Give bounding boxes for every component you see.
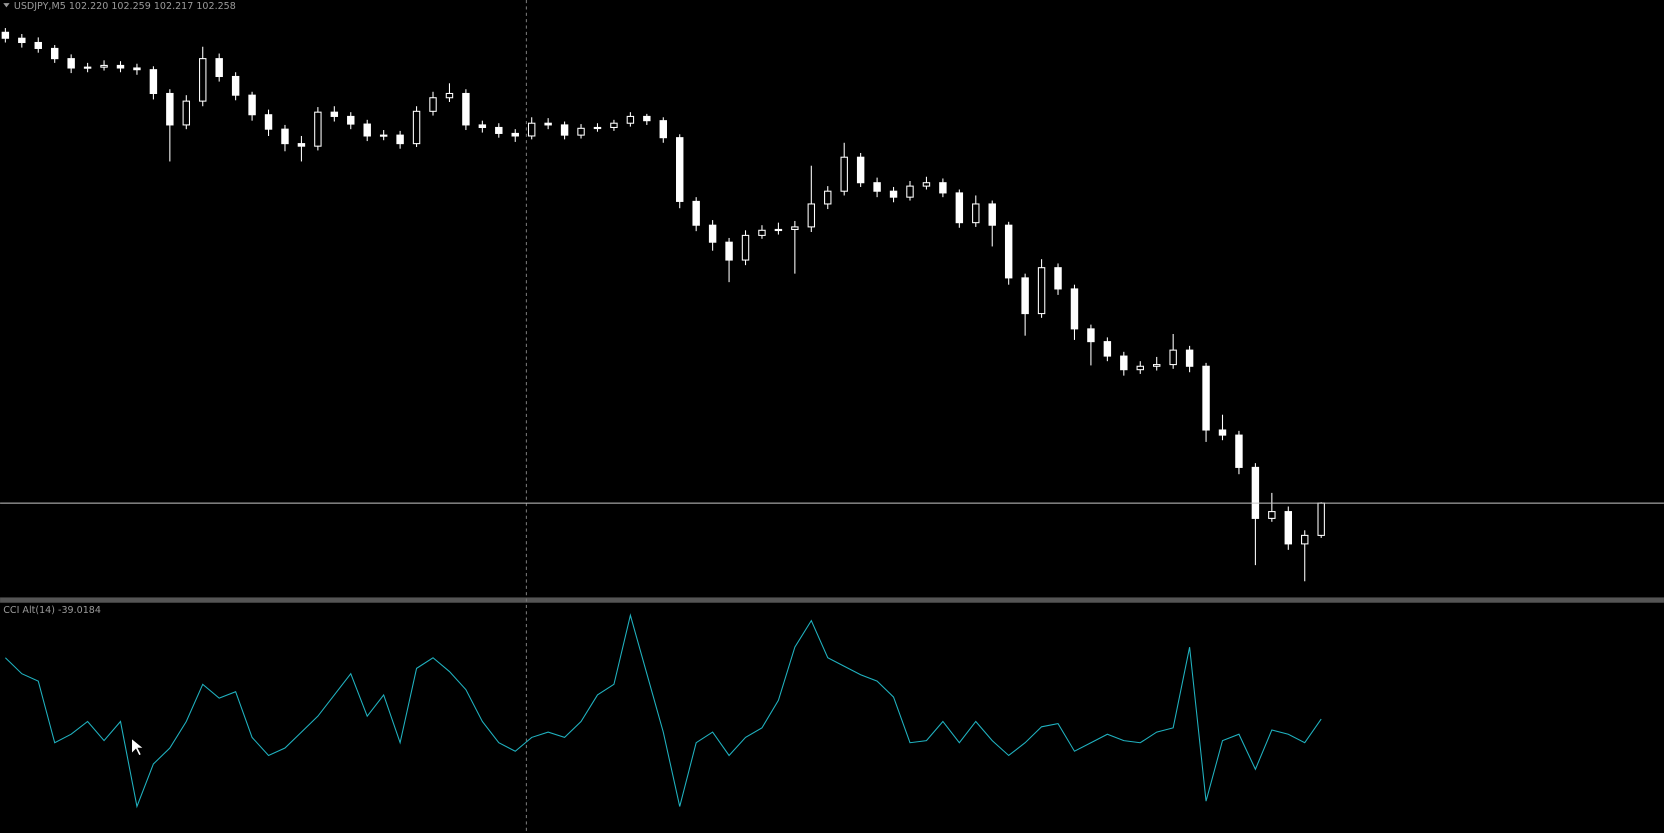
candle-body <box>199 58 207 102</box>
candle-body <box>1301 534 1309 545</box>
candle-body <box>511 132 519 137</box>
candle-body <box>396 134 404 145</box>
candle-body <box>231 75 240 96</box>
candle-body <box>1185 349 1194 367</box>
candle-body <box>330 111 339 117</box>
candle-body <box>1268 511 1276 519</box>
candle-body <box>889 190 898 198</box>
candle-body <box>939 182 947 194</box>
candle-body <box>215 58 223 78</box>
candle-body <box>133 67 141 71</box>
indicator-line <box>4 613 1322 809</box>
candle-body <box>34 41 42 49</box>
candle-body <box>412 110 421 145</box>
candle-body <box>1054 267 1062 290</box>
candle-body <box>116 64 125 69</box>
candle-body <box>1120 355 1128 371</box>
candle-body <box>725 241 733 261</box>
pane-separator <box>0 597 1664 603</box>
chart-title: USDJPY,M5 102.220 102.259 102.217 102.25… <box>14 1 236 12</box>
mouse-cursor <box>131 737 145 757</box>
candle-body <box>1 31 10 39</box>
candle-body <box>314 111 322 147</box>
candle-body <box>429 97 437 112</box>
candle-body <box>18 37 26 44</box>
candle-body <box>281 128 289 145</box>
candle-body <box>166 92 174 126</box>
candle-body <box>83 66 92 69</box>
candle-body <box>1070 288 1079 330</box>
candle-body <box>1136 365 1144 371</box>
candle-body <box>1317 502 1325 536</box>
candle-body <box>840 156 848 192</box>
indicator-value: -39.0184 <box>58 605 101 616</box>
candle-body <box>544 122 552 126</box>
candle-body <box>379 134 388 137</box>
candle-body <box>659 120 667 139</box>
indicator-title: CCI Alt(14) -39.0184 <box>3 605 101 616</box>
candle-body <box>495 126 503 134</box>
candle-body <box>708 224 717 243</box>
candle-body <box>527 122 536 137</box>
candle-body <box>67 58 75 69</box>
candle-body <box>873 182 881 192</box>
candle-body <box>988 203 996 226</box>
candle-body <box>363 123 371 137</box>
candle-body <box>791 226 799 230</box>
candle-body <box>1021 277 1029 315</box>
indicator-name: CCI Alt(14) <box>3 605 55 616</box>
candle-body <box>1004 224 1013 279</box>
candle-body <box>577 127 585 136</box>
candle-body <box>610 122 618 129</box>
candle-body <box>445 92 454 99</box>
candle-body <box>182 100 191 126</box>
candle-body <box>922 182 931 187</box>
candle-body <box>1284 511 1293 545</box>
candle-body <box>1235 434 1243 468</box>
candle-body <box>824 190 832 205</box>
candle-body <box>1087 328 1095 343</box>
candle-body <box>856 156 865 184</box>
candle-body <box>643 115 651 122</box>
candle-body <box>807 203 816 228</box>
candle-body <box>50 47 59 60</box>
candle-body <box>1251 466 1260 519</box>
candle-body <box>1037 267 1046 315</box>
candle-body <box>560 124 569 136</box>
collapse-arrow[interactable] <box>3 3 10 8</box>
candle-body <box>906 185 914 198</box>
candle-body <box>972 203 980 224</box>
candle-body <box>100 64 108 68</box>
candle-body <box>1218 429 1227 436</box>
candle-body <box>462 92 470 126</box>
candle-body <box>593 126 602 130</box>
candle-body <box>626 115 635 124</box>
candle-body <box>741 234 750 261</box>
candle-body <box>758 229 766 236</box>
candle-body <box>264 114 273 130</box>
candle-body <box>676 137 684 202</box>
candle-body <box>1152 364 1161 367</box>
candle-body <box>774 228 783 232</box>
candle-body <box>297 143 306 147</box>
candle-body <box>347 115 355 125</box>
candle-body <box>478 124 487 129</box>
candle-body <box>1169 349 1177 366</box>
candle-body <box>692 200 700 226</box>
candle-body <box>149 69 158 95</box>
candle-body <box>1202 365 1210 431</box>
candle-body <box>248 94 256 116</box>
candle-body <box>955 192 964 224</box>
candle-body <box>1103 341 1112 357</box>
